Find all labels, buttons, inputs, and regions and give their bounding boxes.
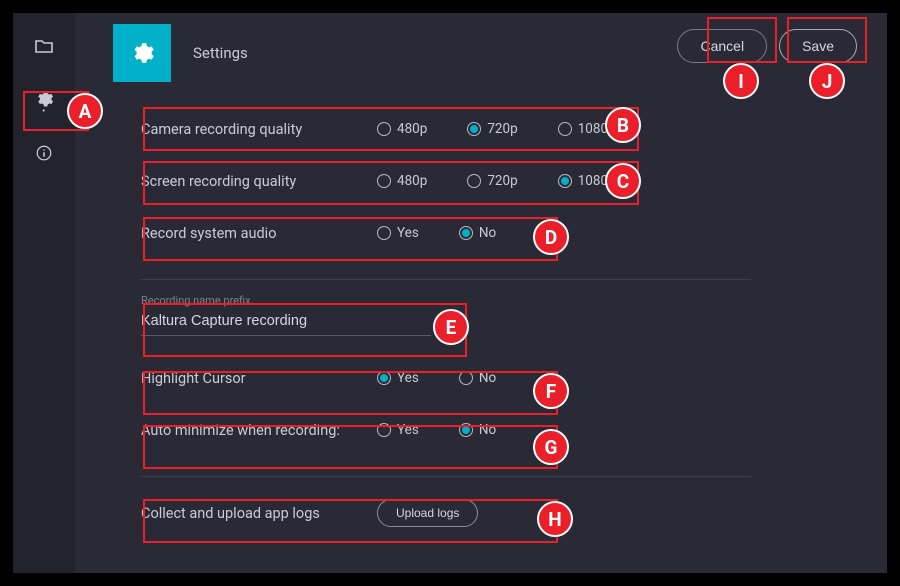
radio-icon bbox=[467, 122, 481, 136]
system-audio-option-yes[interactable]: Yes bbox=[377, 225, 419, 241]
radio-label: Yes bbox=[397, 370, 419, 386]
radio-icon bbox=[377, 423, 391, 437]
radio-label: 480p bbox=[397, 173, 427, 189]
radio-label: 1080p bbox=[578, 121, 616, 137]
header: Settings Cancel Save bbox=[75, 13, 887, 93]
radio-label: 480p bbox=[397, 121, 427, 137]
settings-nav-icon[interactable]: • bbox=[34, 89, 54, 109]
settings-content: Camera recording quality 480p 720p 1080p S… bbox=[141, 103, 847, 553]
screen-quality-option-1080p[interactable]: 1080p bbox=[558, 173, 616, 189]
screen-quality-option-480p[interactable]: 480p bbox=[377, 173, 427, 189]
radio-label: 720p bbox=[487, 121, 517, 137]
radio-icon bbox=[459, 371, 473, 385]
label-camera-quality: Camera recording quality bbox=[141, 121, 377, 138]
page-title: Settings bbox=[193, 44, 248, 62]
auto-minimize-option-no[interactable]: No bbox=[459, 422, 496, 438]
radio-icon bbox=[467, 174, 481, 188]
label-system-audio: Record system audio bbox=[141, 225, 377, 242]
label-highlight-cursor: Highlight Cursor bbox=[141, 370, 377, 387]
system-audio-option-no[interactable]: No bbox=[459, 225, 496, 241]
radio-label: No bbox=[479, 370, 496, 386]
row-camera-quality: Camera recording quality 480p 720p 1080p bbox=[141, 103, 847, 155]
label-name-prefix: Recording name prefix bbox=[141, 294, 431, 307]
row-highlight-cursor: Highlight Cursor Yes No bbox=[141, 352, 847, 404]
camera-quality-option-1080p[interactable]: 1080p bbox=[558, 121, 616, 137]
radio-label: No bbox=[479, 422, 496, 438]
highlight-cursor-option-yes[interactable]: Yes bbox=[377, 370, 419, 386]
radio-icon bbox=[377, 174, 391, 188]
row-upload-logs: Collect and upload app logs Upload logs bbox=[141, 491, 847, 535]
row-name-prefix: Recording name prefix bbox=[141, 294, 431, 336]
screen-quality-option-720p[interactable]: 720p bbox=[467, 173, 517, 189]
label-screen-quality: Screen recording quality bbox=[141, 173, 377, 190]
radio-label: 720p bbox=[487, 173, 517, 189]
cancel-button[interactable]: Cancel bbox=[677, 29, 767, 63]
radio-icon bbox=[459, 226, 473, 240]
radio-label: 1080p bbox=[578, 173, 616, 189]
upload-logs-button[interactable]: Upload logs bbox=[377, 499, 478, 527]
settings-tile bbox=[113, 24, 171, 82]
library-icon[interactable] bbox=[34, 35, 54, 55]
radio-icon bbox=[377, 226, 391, 240]
app-frame: • Settings Cancel Save Camera recording … bbox=[10, 10, 890, 576]
info-icon[interactable] bbox=[34, 143, 54, 163]
radio-icon bbox=[558, 122, 572, 136]
save-button[interactable]: Save bbox=[779, 29, 857, 63]
radio-label: Yes bbox=[397, 422, 419, 438]
radio-icon bbox=[377, 371, 391, 385]
highlight-cursor-option-no[interactable]: No bbox=[459, 370, 496, 386]
sidebar: • bbox=[13, 13, 75, 573]
row-auto-minimize: Auto minimize when recording: Yes No bbox=[141, 404, 847, 456]
divider bbox=[141, 476, 751, 477]
camera-quality-option-720p[interactable]: 720p bbox=[467, 121, 517, 137]
radio-icon bbox=[558, 174, 572, 188]
auto-minimize-option-yes[interactable]: Yes bbox=[377, 422, 419, 438]
radio-label: Yes bbox=[397, 225, 419, 241]
row-system-audio: Record system audio Yes No bbox=[141, 207, 847, 259]
row-screen-quality: Screen recording quality 480p 720p 1080p bbox=[141, 155, 847, 207]
camera-quality-option-480p[interactable]: 480p bbox=[377, 121, 427, 137]
input-name-prefix[interactable] bbox=[141, 311, 431, 336]
label-upload-logs: Collect and upload app logs bbox=[141, 505, 377, 522]
radio-label: No bbox=[479, 225, 496, 241]
divider bbox=[141, 279, 751, 280]
label-auto-minimize: Auto minimize when recording: bbox=[141, 422, 377, 439]
radio-icon bbox=[377, 122, 391, 136]
radio-icon bbox=[459, 423, 473, 437]
